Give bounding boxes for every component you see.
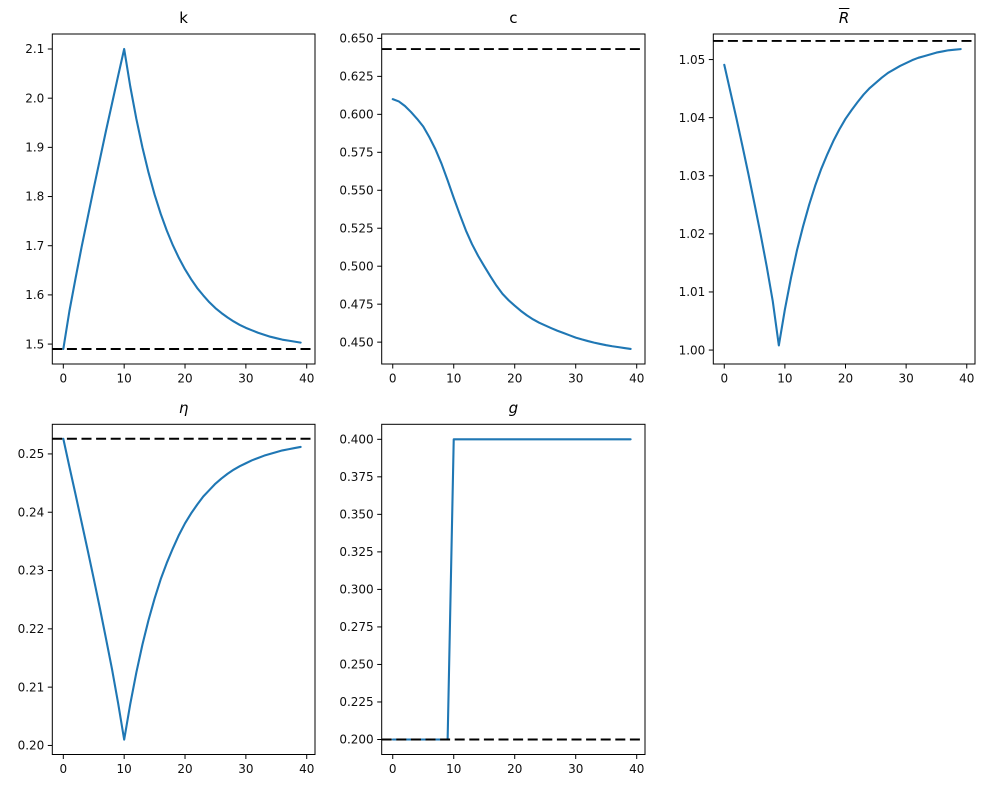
subplot-title-k: k bbox=[114, 8, 254, 28]
subplot-title-c-text: c bbox=[509, 9, 518, 27]
xtick-label-eta: 30 bbox=[238, 762, 253, 776]
ytick-label-Rbar: 1.05 bbox=[679, 53, 706, 67]
ytick-label-Rbar: 1.04 bbox=[679, 111, 706, 125]
ytick-label-eta: 0.24 bbox=[18, 505, 45, 519]
xtick-label-k: 10 bbox=[117, 372, 132, 386]
ytick-label-g: 0.325 bbox=[339, 545, 373, 559]
xtick-label-g: 40 bbox=[629, 762, 644, 776]
xtick-label-k: 40 bbox=[299, 372, 314, 386]
xtick-label-c: 30 bbox=[568, 372, 583, 386]
ytick-label-c: 0.525 bbox=[339, 221, 373, 235]
ytick-label-g: 0.350 bbox=[339, 508, 373, 522]
xtick-label-eta: 20 bbox=[177, 762, 192, 776]
ytick-label-eta: 0.22 bbox=[18, 622, 45, 636]
ytick-label-g: 0.400 bbox=[339, 433, 373, 447]
series-line-k bbox=[62, 47, 302, 351]
ytick-label-g: 0.375 bbox=[339, 470, 373, 484]
subplot-title-rbar: R bbox=[774, 8, 914, 28]
ytick-label-g: 0.225 bbox=[339, 695, 373, 709]
ytick-label-k: 1.6 bbox=[25, 288, 44, 302]
subplot-title-c: c bbox=[443, 8, 583, 28]
series-line-g bbox=[391, 438, 632, 741]
xtick-label-Rbar: 10 bbox=[777, 372, 792, 386]
series-line-c bbox=[391, 98, 632, 351]
xtick-label-k: 20 bbox=[177, 372, 192, 386]
xtick-label-Rbar: 20 bbox=[838, 372, 853, 386]
xtick-label-g: 10 bbox=[446, 762, 461, 776]
xtick-label-eta: 40 bbox=[299, 762, 314, 776]
ytick-label-c: 0.575 bbox=[339, 146, 373, 160]
ytick-label-c: 0.650 bbox=[339, 32, 373, 46]
xtick-label-k: 30 bbox=[238, 372, 253, 386]
xtick-label-Rbar: 0 bbox=[720, 372, 728, 386]
ytick-label-c: 0.625 bbox=[339, 70, 373, 84]
xtick-label-Rbar: 30 bbox=[898, 372, 913, 386]
ytick-label-eta: 0.23 bbox=[18, 564, 45, 578]
ytick-label-c: 0.500 bbox=[339, 259, 373, 273]
ytick-label-k: 2.1 bbox=[25, 42, 44, 56]
xtick-label-c: 0 bbox=[389, 372, 397, 386]
xtick-label-eta: 10 bbox=[117, 762, 132, 776]
ytick-label-c: 0.450 bbox=[339, 335, 373, 349]
ytick-label-k: 1.9 bbox=[25, 141, 44, 155]
xtick-label-g: 0 bbox=[389, 762, 397, 776]
ytick-label-g: 0.250 bbox=[339, 658, 373, 672]
ytick-label-c: 0.550 bbox=[339, 183, 373, 197]
ytick-label-Rbar: 1.03 bbox=[679, 169, 706, 183]
subplot-title-rbar-text: R bbox=[838, 9, 850, 27]
xtick-label-eta: 0 bbox=[59, 762, 67, 776]
ytick-label-Rbar: 1.02 bbox=[679, 227, 706, 241]
ytick-label-g: 0.275 bbox=[339, 620, 373, 634]
ytick-label-c: 0.600 bbox=[339, 108, 373, 122]
ytick-label-eta: 0.20 bbox=[18, 739, 45, 753]
axes-frame-g bbox=[381, 423, 646, 755]
subplot-title-g-text: g bbox=[508, 399, 519, 418]
ytick-label-k: 2.0 bbox=[25, 91, 44, 105]
ytick-label-Rbar: 1.00 bbox=[679, 343, 706, 357]
xtick-label-c: 20 bbox=[507, 372, 522, 386]
subplot-title-eta: η bbox=[114, 398, 254, 418]
xtick-label-c: 10 bbox=[446, 372, 461, 386]
axes-frame-eta bbox=[51, 423, 316, 755]
xtick-label-k: 0 bbox=[59, 372, 67, 386]
ytick-label-eta: 0.25 bbox=[18, 447, 45, 461]
ytick-label-g: 0.200 bbox=[339, 733, 373, 747]
series-line-eta bbox=[62, 437, 302, 741]
ytick-label-eta: 0.21 bbox=[18, 680, 45, 694]
subplot-title-eta-text: η bbox=[178, 399, 189, 418]
ytick-label-c: 0.475 bbox=[339, 297, 373, 311]
axes-frame-c bbox=[381, 33, 646, 365]
series-line-Rbar bbox=[723, 48, 962, 347]
axes-frame-k bbox=[51, 33, 316, 365]
ytick-label-g: 0.300 bbox=[339, 583, 373, 597]
xtick-label-g: 20 bbox=[507, 762, 522, 776]
ytick-label-k: 1.8 bbox=[25, 190, 44, 204]
subplot-title-g: g bbox=[443, 398, 583, 418]
ytick-label-k: 1.5 bbox=[25, 337, 44, 351]
xtick-label-c: 40 bbox=[629, 372, 644, 386]
subplot-title-k-text: k bbox=[179, 9, 188, 27]
axes-frame-Rbar bbox=[712, 33, 976, 365]
ytick-label-k: 1.7 bbox=[25, 239, 44, 253]
xtick-label-g: 30 bbox=[568, 762, 583, 776]
xtick-label-Rbar: 40 bbox=[959, 372, 974, 386]
ytick-label-Rbar: 1.01 bbox=[679, 285, 706, 299]
